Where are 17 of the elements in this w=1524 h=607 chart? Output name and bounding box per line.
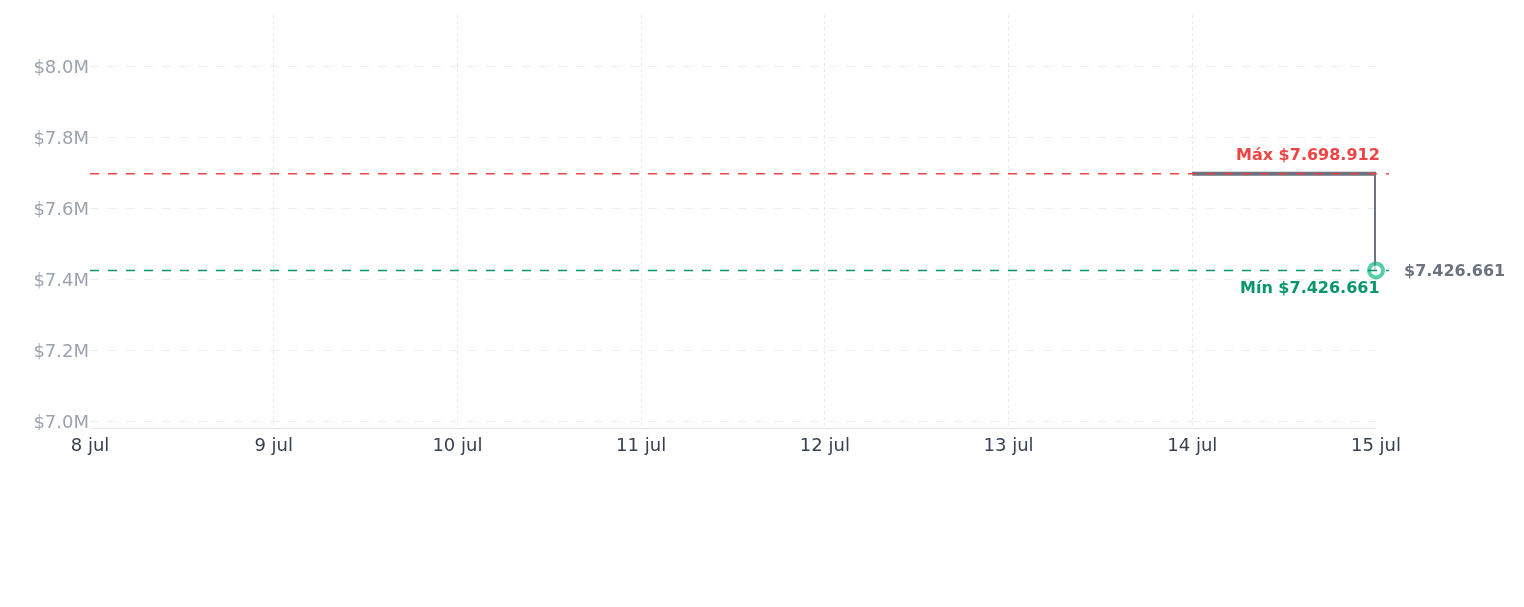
ref-line-label: Máx $7.698.912 — [1236, 145, 1380, 164]
x-tick-label: 12 jul — [799, 433, 850, 455]
y-tick-label: $7.6M — [33, 198, 89, 220]
y-tick-label: $8.0M — [33, 56, 89, 78]
y-tick-label: $7.8M — [33, 127, 89, 149]
x-tick-label: 11 jul — [616, 433, 667, 455]
y-tick-label: $7.0M — [33, 411, 89, 433]
x-tick-label: 10 jul — [432, 433, 483, 455]
data-label: $7.426.661 — [1404, 261, 1506, 280]
x-tick-label: 8 jul — [70, 433, 110, 455]
x-tick-label: 13 jul — [983, 433, 1034, 455]
y-tick-label: $7.4M — [33, 269, 89, 291]
x-tick-label: 15 jul — [1350, 433, 1402, 455]
x-tick-label: 14 jul — [1167, 433, 1218, 455]
ref-line-label: Mín $7.426.661 — [1240, 278, 1380, 297]
x-tick-label: 9 jul — [254, 433, 294, 455]
y-tick-label: $7.2M — [33, 340, 89, 362]
